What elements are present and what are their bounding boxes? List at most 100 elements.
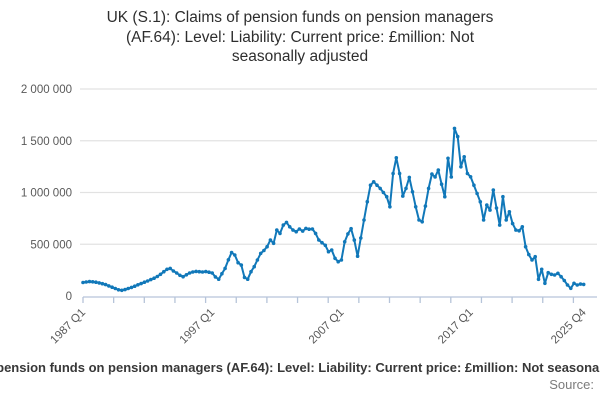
- x-tick-label: 2017 Q1: [436, 307, 476, 347]
- data-point: [436, 168, 441, 172]
- data-point: [323, 243, 328, 248]
- data-point: [255, 258, 260, 262]
- data-point: [420, 220, 425, 224]
- data-point: [404, 186, 408, 191]
- data-point: [533, 254, 537, 259]
- data-point: [297, 227, 302, 231]
- data-point: [517, 229, 521, 233]
- data-point: [300, 229, 305, 233]
- footer-caption: Claims of pension funds on pension manag…: [0, 360, 600, 375]
- data-point: [397, 171, 402, 176]
- data-point: [494, 206, 499, 210]
- data-point: [365, 199, 370, 204]
- data-point: [478, 200, 483, 204]
- data-point: [268, 238, 273, 242]
- data-point: [426, 186, 431, 191]
- data-point: [313, 231, 318, 236]
- data-point: [388, 205, 392, 209]
- data-point: [171, 269, 176, 273]
- data-point: [165, 267, 169, 272]
- data-point: [523, 244, 528, 249]
- data-point: [162, 269, 166, 274]
- x-tick-label: 2007 Q1: [307, 307, 347, 347]
- data-point: [174, 271, 179, 275]
- data-point: [242, 275, 247, 280]
- data-point: [210, 271, 214, 275]
- data-point: [355, 254, 360, 258]
- data-point: [401, 194, 405, 198]
- data-point: [310, 227, 315, 231]
- data-point: [423, 204, 428, 208]
- data-point: [520, 225, 525, 229]
- data-point: [549, 272, 554, 277]
- data-point: [90, 280, 95, 284]
- data-point: [136, 283, 140, 287]
- data-point: [368, 183, 373, 187]
- data-point: [527, 252, 531, 257]
- data-point: [446, 156, 450, 161]
- data-point: [142, 280, 147, 285]
- data-point: [349, 226, 353, 231]
- data-point: [236, 260, 240, 265]
- data-point: [362, 218, 366, 222]
- data-point: [107, 284, 111, 288]
- data-point: [200, 270, 205, 274]
- y-tick-label: 500 000: [30, 239, 72, 251]
- data-point: [194, 269, 198, 274]
- data-point: [371, 180, 376, 184]
- data-point: [352, 238, 357, 242]
- data-point: [233, 253, 237, 257]
- data-point: [497, 223, 502, 227]
- data-point: [320, 240, 324, 245]
- data-point: [359, 236, 363, 240]
- data-point: [158, 272, 163, 277]
- data-point: [278, 231, 282, 236]
- data-point: [239, 263, 244, 267]
- data-point: [220, 271, 224, 276]
- data-point: [287, 225, 292, 229]
- data-point: [262, 248, 266, 253]
- data-point: [284, 220, 289, 225]
- data-point: [556, 271, 560, 276]
- chart-title-line-1: UK (S.1): Claims of pension funds on pen…: [106, 9, 494, 26]
- data-point: [504, 218, 509, 222]
- data-point: [384, 194, 389, 199]
- y-tick-label: 0: [66, 291, 72, 303]
- y-tick-label: 1 500 000: [21, 136, 72, 148]
- data-point: [123, 287, 127, 292]
- data-series: [81, 126, 586, 293]
- data-point: [103, 282, 108, 287]
- data-point: [378, 186, 383, 191]
- data-point: [510, 221, 515, 226]
- data-point: [294, 229, 299, 234]
- data-point: [536, 277, 541, 282]
- data-point: [465, 171, 470, 176]
- y-axis-labels: 2 000 000 1 500 000 1 000 000 500 000 0: [21, 84, 72, 303]
- data-point: [100, 281, 105, 286]
- data-point: [84, 280, 88, 284]
- data-point: [113, 286, 118, 291]
- x-axis: [82, 296, 597, 303]
- data-point: [281, 223, 286, 227]
- data-point: [132, 284, 137, 289]
- chart-title-line-3: seasonally adjusted: [231, 48, 369, 65]
- data-point: [459, 165, 463, 169]
- data-point: [439, 182, 444, 186]
- data-point: [481, 218, 486, 222]
- data-point: [97, 281, 101, 285]
- data-point: [391, 171, 395, 176]
- data-point: [307, 227, 311, 231]
- data-point: [572, 281, 576, 286]
- data-point: [204, 269, 208, 274]
- data-point: [407, 175, 412, 180]
- data-point: [430, 172, 434, 176]
- data-point: [291, 228, 295, 232]
- data-point: [413, 205, 418, 209]
- data-point: [342, 240, 347, 244]
- y-tick-label: 1 000 000: [21, 188, 72, 200]
- data-point: [216, 277, 221, 282]
- data-point: [581, 282, 586, 287]
- data-point: [226, 258, 231, 262]
- data-point: [229, 250, 234, 255]
